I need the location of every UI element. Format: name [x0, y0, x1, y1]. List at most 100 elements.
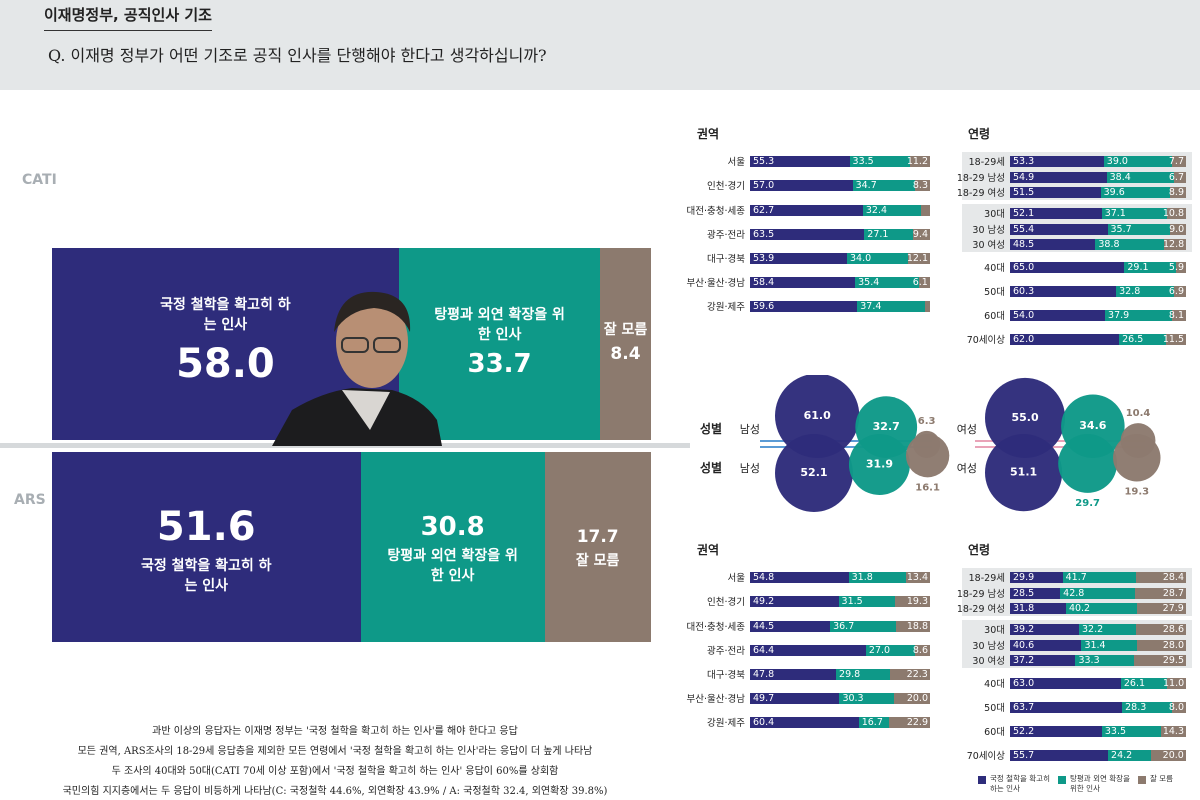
bar-segment [1122, 701, 1172, 713]
value-label: 33.5 [852, 155, 874, 167]
bar-segment: 51.6 국정 철학을 확고히 하는 인사 [52, 452, 361, 642]
bar-segment [914, 644, 930, 656]
value-label: 39.6 [1103, 186, 1125, 198]
value-label: 34.7 [855, 179, 877, 191]
value-label: 62.7 [753, 204, 775, 216]
bar-segment [895, 595, 930, 607]
bar-segment [1163, 238, 1187, 250]
bar-segment [1173, 285, 1186, 297]
panel-title: 권역 [697, 543, 720, 557]
value-label: 55.4 [1013, 223, 1035, 235]
row-label: 30대 [984, 209, 1005, 220]
bar-segment [849, 155, 910, 167]
bar-segment [1170, 186, 1186, 198]
value-label: 24.2 [1111, 749, 1133, 761]
bar-segment [836, 668, 890, 680]
panel-title: 연령 [968, 543, 991, 557]
value-label: 8.1 [1168, 309, 1184, 321]
value-label: 8.6 [912, 644, 928, 656]
category-label: 여성 [956, 462, 977, 475]
bar-segment [1062, 571, 1136, 583]
value-label: 33.3 [1078, 654, 1100, 666]
value-label: 61.0 [804, 409, 831, 422]
row-label: 대구·경북 [707, 254, 745, 265]
value-label: 52.1 [800, 466, 827, 479]
note: 과반 이상의 응답자는 이재명 정부는 '국정 철학을 확고히 하는 인사'를 … [152, 726, 518, 737]
page-title: 이재명정부, 공직인사 기조 [44, 4, 212, 31]
value-label: 29.9 [1013, 571, 1035, 583]
value-label: 29.1 [1127, 261, 1149, 273]
bar-segment [1101, 725, 1161, 737]
bar-segment [915, 179, 930, 191]
value-label: 31.4 [1084, 639, 1106, 651]
value-label: 52.1 [1013, 207, 1035, 219]
bar-segment: 17.7 잘 모름 [544, 452, 651, 642]
value-label: 48.5 [1013, 238, 1035, 250]
category-label: 남성 [739, 462, 760, 475]
value-label: 52.2 [1013, 725, 1035, 737]
bar-segment [1081, 639, 1137, 651]
bar-segment: 탕평과 외연 확장을 위한 인사 33.7 [398, 248, 601, 440]
value-label: 5.9 [1168, 261, 1184, 273]
value-label: 6.1 [912, 276, 928, 288]
bar-segment [1150, 749, 1186, 761]
value-label: 40.6 [1013, 639, 1035, 651]
chart-title: ARS [14, 492, 46, 508]
bar-segment [1106, 171, 1175, 183]
bar-segment [1010, 155, 1104, 167]
value-label: 18.8 [906, 620, 928, 632]
value-label: 6.9 [1168, 285, 1184, 297]
bar-segment [1010, 571, 1063, 583]
row-label: 60대 [984, 311, 1005, 322]
value-label: 54.9 [1013, 171, 1035, 183]
bar-segment [847, 252, 909, 264]
bar-segment [1166, 677, 1187, 689]
row-label: 18-29 남성 [956, 173, 1005, 184]
value-label: 8.3 [912, 179, 928, 191]
bar-segment [1010, 223, 1108, 235]
value-label: 35.7 [1110, 223, 1132, 235]
segment-name: 잘 모름 [575, 552, 620, 569]
value-label: 31.5 [841, 595, 863, 607]
value-label: 17.7 [576, 526, 619, 547]
value-label: 27.0 [868, 644, 891, 656]
value-label: 33.7 [467, 349, 532, 380]
bar-segment [1171, 701, 1186, 713]
bar-segment [1116, 285, 1174, 297]
value-label: 7.7 [1168, 155, 1184, 167]
legend-swatch [1058, 776, 1066, 784]
bar-segment [1010, 749, 1109, 761]
bar-segment [1175, 261, 1186, 273]
bar-segment [857, 300, 925, 312]
bar-segment [750, 155, 850, 167]
value-label: 38.4 [1109, 171, 1131, 183]
note: 모든 권역, ARS조사의 18-29세 응답층을 제외한 모든 연령에서 '국… [77, 746, 593, 757]
bar-segment [750, 252, 848, 264]
value-label: 49.7 [753, 692, 775, 704]
row-label: 부산·울산·경남 [686, 278, 745, 289]
value-label: 32.8 [1119, 285, 1141, 297]
row-label: 광주·전라 [707, 646, 745, 657]
row-label: 대구·경북 [707, 670, 745, 681]
value-label: 22.3 [906, 668, 928, 680]
gender-bubbles: 61.0 32.7 6.3 55.0 34.6 10.4 52.1 31.9 16.1 51.1 2… [760, 375, 1161, 512]
row-label: 30 남성 [972, 225, 1005, 236]
panel-title: 성별 [700, 422, 723, 436]
bar-segment [1010, 285, 1117, 297]
legend-swatch [978, 776, 986, 784]
value-label: 60.3 [1013, 285, 1035, 297]
value-label: 29.5 [1162, 654, 1184, 666]
bubble [985, 434, 1063, 512]
value-label: 28.3 [1125, 701, 1147, 713]
value-label: 13.4 [906, 571, 928, 583]
value-label: 54.8 [753, 571, 775, 583]
bar-segment: 30.8 탕평과 외연 확장을 위한 인사 [360, 452, 545, 642]
value-label: 28.4 [1162, 571, 1184, 583]
segment-name: 탕평과 외연 확장을 위한 인사 [434, 306, 565, 343]
bar-segment [1010, 725, 1102, 737]
value-label: 30.8 [420, 511, 485, 542]
row-label: 강원·제주 [707, 718, 745, 729]
bar-segment [908, 252, 930, 264]
bar-segment [1134, 654, 1186, 666]
